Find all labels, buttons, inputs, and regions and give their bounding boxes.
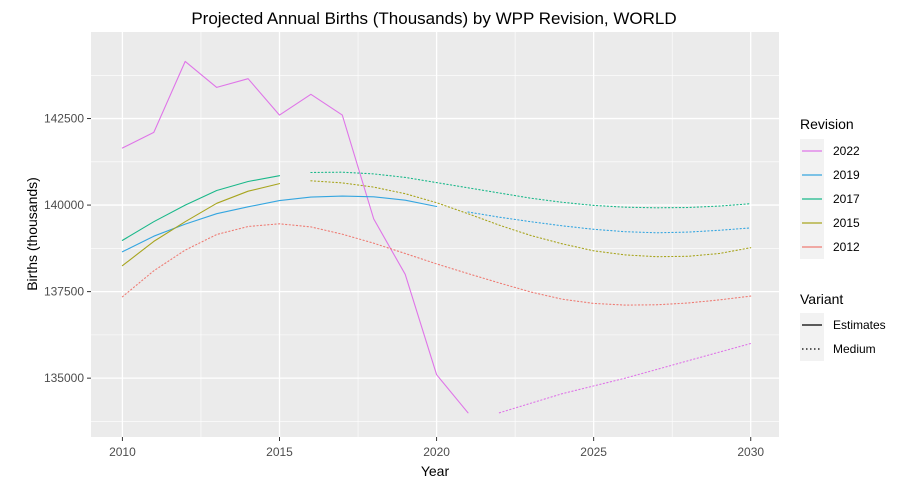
legend-revision-items: 2022 2019 2017 2015 2012 <box>800 139 860 259</box>
x-axis-label: Year <box>421 463 450 479</box>
x-tick-label: 2020 <box>423 445 450 459</box>
x-tick-label: 2025 <box>580 445 607 459</box>
legend-label-2017: 2017 <box>833 192 860 206</box>
legend: Revision 2022 2019 2017 2015 2012 Variant Es… <box>800 116 886 361</box>
series-line-2019-medium <box>467 211 752 234</box>
series-layer <box>121 60 752 414</box>
legend-label-2012: 2012 <box>833 240 860 254</box>
legend-revision-title: Revision <box>800 116 854 132</box>
x-tick-label: 2010 <box>109 445 136 459</box>
x-tick-label: 2015 <box>266 445 293 459</box>
legend-key-bg <box>800 337 824 361</box>
series-line-2022-estimates <box>121 60 469 414</box>
legend-label-2022: 2022 <box>833 144 860 158</box>
plot-panel <box>91 32 779 437</box>
legend-label-2015: 2015 <box>833 216 860 230</box>
grid-minor <box>91 32 779 437</box>
x-tick-label: 2030 <box>737 445 764 459</box>
x-axis: 2010 2015 2020 2025 2030 <box>109 437 764 459</box>
y-axis-label: Births (thousands) <box>24 177 40 291</box>
grid-major <box>91 32 779 437</box>
series-line-2015-estimates <box>121 183 281 267</box>
series-line-2017-medium <box>310 171 752 209</box>
series-line-2012-medium <box>121 223 752 306</box>
legend-label-medium: Medium <box>833 342 876 356</box>
series-line-2015-medium <box>310 180 752 258</box>
legend-label-estimates: Estimates <box>833 318 886 332</box>
y-tick-label: 142500 <box>44 112 84 126</box>
series-line-2017-estimates <box>121 175 281 241</box>
legend-variant-items: Estimates Medium <box>800 313 886 361</box>
legend-variant-title: Variant <box>800 291 843 307</box>
legend-label-2019: 2019 <box>833 168 860 182</box>
y-tick-label: 140000 <box>44 198 84 212</box>
y-tick-label: 137500 <box>44 285 84 299</box>
y-axis: 135000 137500 140000 142500 <box>44 112 91 385</box>
series-line-2022-medium <box>498 342 752 414</box>
y-tick-label: 135000 <box>44 371 84 385</box>
chart-title: Projected Annual Births (Thousands) by W… <box>191 9 676 28</box>
